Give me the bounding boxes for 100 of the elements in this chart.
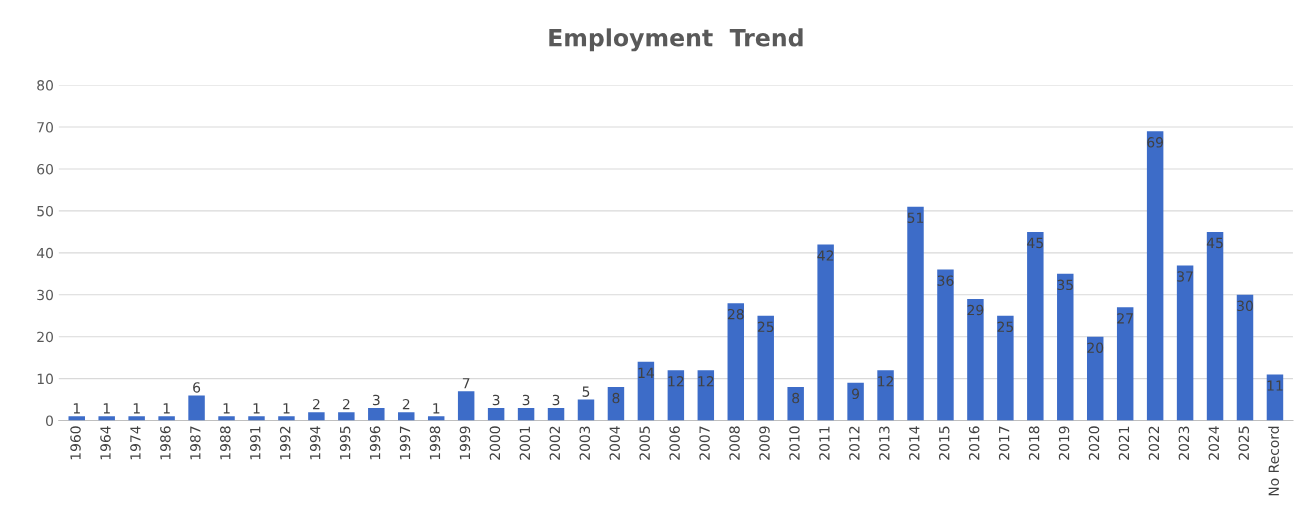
x-tick-label: 1999	[459, 426, 471, 460]
bar	[517, 407, 535, 421]
x-tick-label: 1998	[429, 426, 441, 460]
data-label: 3	[372, 394, 380, 406]
x-tick-label: 2017	[998, 426, 1010, 460]
x-tick-label: 2020	[1088, 426, 1100, 460]
bar	[847, 382, 864, 421]
x-tick-label: 2021	[1118, 426, 1130, 460]
x-tick-label: 1991	[250, 426, 261, 460]
data-label: 25	[757, 321, 774, 333]
bar	[697, 370, 715, 421]
x-tick-label: 2012	[849, 426, 860, 460]
y-tick-label: 30	[37, 289, 53, 301]
x-tick-label: 1992	[279, 426, 291, 460]
data-label: 8	[792, 392, 800, 404]
x-tick-label: 2024	[1208, 426, 1220, 460]
bar	[98, 416, 115, 421]
x-tick-label: 1995	[339, 426, 351, 460]
x-tick-label: 2022	[1148, 426, 1160, 460]
bar	[757, 315, 774, 421]
bar	[128, 416, 145, 421]
y-tick-label: 20	[37, 331, 53, 343]
x-tick-label: 1987	[190, 426, 201, 460]
chart-title: Employment Trend	[549, 28, 803, 52]
x-tick-label: 1996	[369, 426, 381, 460]
y-tick-label: 10	[37, 373, 53, 385]
bar	[278, 416, 295, 421]
bar	[368, 407, 385, 421]
data-label: 2	[342, 398, 350, 410]
x-tick-label: 2015	[938, 426, 950, 460]
bar	[997, 315, 1014, 421]
x-tick-label: 1964	[100, 426, 111, 460]
bar	[158, 416, 175, 421]
data-label: 12	[668, 376, 684, 387]
data-label: 14	[638, 367, 654, 378]
bar	[607, 387, 625, 421]
x-tick-label: 1960	[70, 426, 81, 460]
bar	[637, 361, 655, 421]
x-tick-label: 2010	[789, 426, 800, 460]
data-label: 36	[937, 275, 954, 286]
bar	[457, 391, 475, 421]
x-tick-label: 1986	[160, 426, 171, 460]
data-label: 1	[253, 403, 260, 414]
bar	[427, 416, 445, 421]
data-label: 30	[1237, 300, 1253, 312]
x-tick-label: 2004	[609, 426, 620, 460]
data-label: 12	[878, 376, 893, 387]
bar	[877, 370, 894, 421]
data-label: 1	[283, 403, 290, 414]
data-label: 9	[852, 388, 860, 400]
bar	[1266, 374, 1284, 421]
y-tick-label: 80	[37, 80, 53, 91]
data-label: 37	[1177, 271, 1193, 282]
x-tick-label: 2023	[1178, 426, 1190, 460]
data-label: 28	[727, 308, 744, 320]
bar	[68, 416, 85, 421]
bar	[308, 412, 325, 421]
data-label: 1	[73, 403, 80, 414]
x-tick-label: 2016	[968, 426, 980, 460]
x-tick-label: 2007	[699, 426, 710, 460]
data-label: 1	[433, 403, 440, 414]
data-label: 42	[817, 250, 834, 261]
data-label: 69	[1147, 137, 1163, 148]
data-label: 2	[312, 398, 320, 410]
y-tick-label: 0	[45, 415, 53, 427]
x-tick-label: 1997	[399, 426, 411, 460]
x-tick-label: 2018	[1028, 426, 1040, 460]
data-label: 1	[103, 403, 110, 414]
data-label: 3	[492, 394, 500, 406]
bar	[398, 412, 415, 421]
y-tick-label: 70	[37, 122, 53, 133]
bar	[1116, 307, 1134, 421]
x-tick-label: 2013	[879, 426, 890, 460]
x-tick-label: 2014	[909, 426, 920, 460]
bar	[248, 416, 265, 421]
data-label: 27	[1117, 313, 1133, 324]
bar	[487, 407, 505, 421]
bar	[1087, 336, 1104, 421]
x-tick-label: 2025	[1238, 426, 1250, 460]
data-label: 6	[193, 382, 201, 393]
bar	[1206, 231, 1224, 421]
x-tick-label: 1974	[130, 426, 141, 460]
bar	[937, 269, 954, 421]
x-tick-label: 2011	[819, 426, 830, 460]
data-label: 1	[223, 403, 230, 414]
x-tick-label: 2003	[579, 426, 591, 460]
data-label: 51	[907, 212, 924, 224]
data-label: 3	[552, 394, 560, 406]
y-tick-label: 40	[36, 247, 53, 259]
bar	[577, 399, 595, 421]
x-tick-label: 2005	[639, 426, 650, 460]
bar	[1236, 294, 1254, 421]
x-tick-label: 2009	[759, 426, 770, 460]
bar	[1057, 273, 1074, 421]
bar	[727, 303, 744, 421]
x-tick-label: 2002	[549, 426, 561, 460]
data-label: 11	[1267, 380, 1283, 391]
data-label: 20	[1087, 342, 1104, 353]
bar	[547, 407, 565, 421]
data-label: 45	[1027, 237, 1043, 249]
